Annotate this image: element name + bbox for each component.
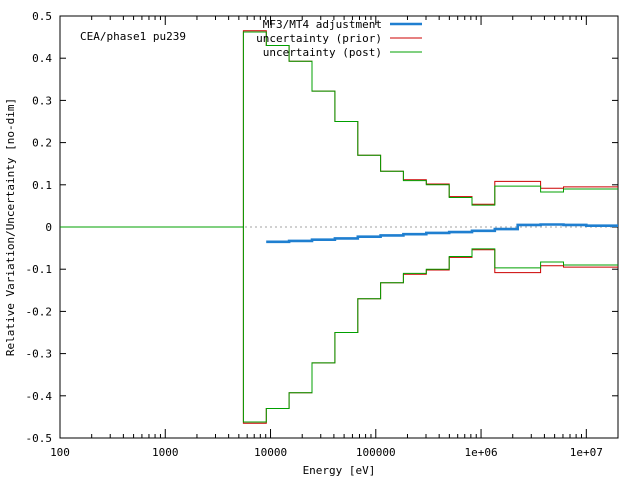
x-tick-label: 100 (50, 446, 70, 459)
y-tick-label: 0.4 (32, 52, 52, 65)
series-prior-lower (60, 226, 618, 424)
y-tick-label: 0.5 (32, 10, 52, 23)
y-tick-label: -0.3 (26, 348, 53, 361)
y-tick-label: 0.3 (32, 94, 52, 107)
y-tick-label: -0.5 (26, 432, 53, 445)
y-tick-label: 0 (45, 221, 52, 234)
legend-label: uncertainty (prior) (256, 32, 382, 45)
x-tick-label: 1e+07 (570, 446, 603, 459)
legend-label: uncertainty (post) (263, 46, 382, 59)
y-tick-label: -0.2 (26, 305, 53, 318)
series-post-upper (60, 31, 618, 228)
legend-label: MF3/MT4 adjustment (263, 18, 382, 31)
x-tick-label: 10000 (254, 446, 287, 459)
series-prior-upper (60, 30, 618, 228)
y-tick-label: 0.1 (32, 179, 52, 192)
x-axis-label: Energy [eV] (303, 464, 376, 477)
series-post-lower (60, 226, 618, 423)
x-tick-label: 1000 (152, 446, 179, 459)
y-tick-label: -0.4 (26, 390, 53, 403)
y-axis-label: Relative Variation/Uncertainty [no-dim] (4, 98, 17, 356)
annotation-label: CEA/phase1 pu239 (80, 30, 186, 43)
series-layer (60, 30, 618, 424)
series-adjustment (266, 223, 618, 244)
y-tick-label: -0.1 (26, 263, 53, 276)
x-tick-label: 1e+06 (464, 446, 497, 459)
y-tick-label: 0.2 (32, 137, 52, 150)
x-tick-label: 100000 (356, 446, 396, 459)
